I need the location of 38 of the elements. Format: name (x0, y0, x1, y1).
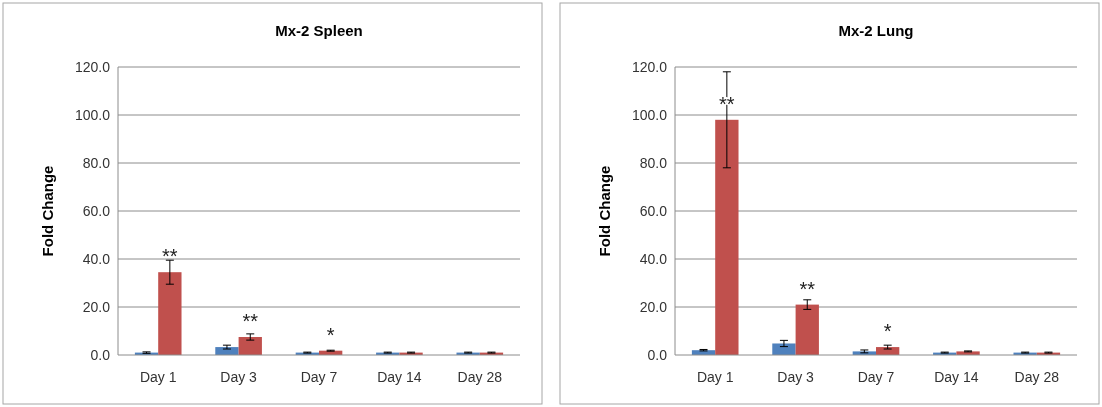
x-tick-label: Day 7 (300, 369, 338, 385)
x-tick-label: Day 28 (457, 369, 503, 385)
x-tick-label: Day 7 (857, 369, 895, 385)
annotation: ** (162, 245, 178, 268)
bar (158, 272, 182, 355)
x-tick-label: Day 14 (934, 369, 979, 385)
y-tick-label: 60.0 (639, 202, 668, 219)
y-tick-label: 80.0 (639, 154, 668, 171)
annotation: * (326, 323, 335, 346)
y-tick-label: 120.0 (631, 58, 668, 75)
y-tick-label: 40.0 (639, 250, 668, 267)
y-tick-label: 60.0 (82, 202, 111, 219)
chart-title: Mx-2 Lung (838, 22, 914, 39)
x-tick-label: Day 28 (1014, 369, 1060, 385)
y-tick-label: 20.0 (639, 298, 668, 315)
y-tick-label: 0.0 (647, 346, 668, 363)
x-tick-label: Day 3 (220, 369, 258, 385)
bar (715, 119, 739, 355)
bar (772, 343, 796, 355)
y-axis-title: Fold Change (596, 165, 613, 257)
y-axis-title: Fold Change (39, 165, 56, 257)
annotation: ** (242, 310, 259, 332)
y-tick-label: 40.0 (82, 250, 111, 267)
y-tick-label: 100.0 (631, 106, 668, 123)
bar (238, 337, 262, 355)
y-tick-label: 20.0 (82, 298, 111, 315)
y-tick-label: 80.0 (82, 154, 111, 171)
bar (795, 304, 819, 355)
annotation: ** (799, 277, 816, 300)
y-tick-label: 100.0 (74, 106, 111, 123)
x-tick-label: Day 14 (377, 369, 422, 385)
x-tick-label: Day 1 (696, 369, 734, 385)
x-tick-label: Day 3 (777, 369, 815, 385)
x-tick-label: Day 1 (139, 369, 177, 385)
chart-title: Mx-2 Spleen (275, 22, 363, 39)
annotation: * (883, 320, 892, 343)
y-tick-label: 120.0 (74, 58, 111, 75)
y-tick-label: 0.0 (90, 346, 111, 363)
